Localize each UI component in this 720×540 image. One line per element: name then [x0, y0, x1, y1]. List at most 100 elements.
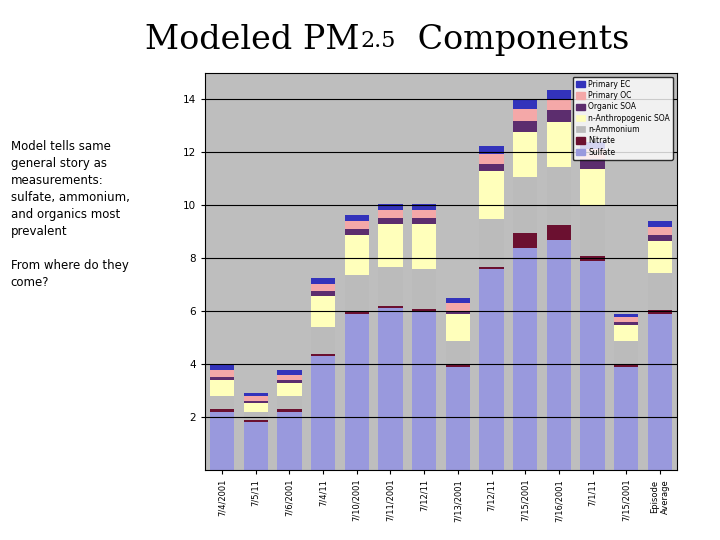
Bar [311, 284, 336, 291]
Text: Model tells same
general story as
measurements:
sulfate, ammonium,
and organics : Model tells same general story as measur… [11, 140, 130, 289]
Bar [480, 269, 504, 470]
Bar [546, 110, 571, 122]
Bar [345, 235, 369, 274]
Bar [277, 370, 302, 375]
Bar [345, 312, 369, 314]
Bar [513, 120, 537, 132]
Bar [513, 233, 537, 247]
Bar [446, 298, 470, 303]
Bar [311, 291, 336, 296]
Bar [243, 412, 268, 420]
Bar [648, 235, 672, 241]
Bar [243, 401, 268, 403]
Bar [446, 341, 470, 364]
Bar [378, 218, 402, 224]
Bar [311, 356, 336, 470]
Bar [210, 377, 234, 380]
Bar [513, 247, 537, 470]
Bar [546, 167, 571, 225]
Text: Modeled PM: Modeled PM [145, 24, 360, 56]
Bar [311, 296, 336, 327]
Bar [513, 100, 537, 109]
Bar [210, 370, 234, 377]
Bar [480, 164, 504, 171]
Bar [480, 219, 504, 267]
Bar [546, 99, 571, 110]
Bar [446, 314, 470, 341]
Bar [580, 150, 605, 159]
Bar [614, 322, 639, 325]
Bar [378, 306, 402, 308]
Bar [311, 327, 336, 354]
Bar [210, 396, 234, 409]
Bar [446, 364, 470, 367]
Bar [345, 229, 369, 235]
Bar [546, 225, 571, 240]
Bar [243, 403, 268, 412]
Bar [580, 261, 605, 470]
Bar [480, 171, 504, 219]
Bar [412, 309, 436, 311]
Bar [614, 325, 639, 341]
Bar [277, 396, 302, 409]
Bar [412, 269, 436, 309]
Bar [311, 354, 336, 356]
Bar [210, 409, 234, 411]
Bar [446, 367, 470, 470]
Bar [580, 206, 605, 256]
Bar [277, 411, 302, 470]
Bar [412, 218, 436, 224]
Bar [378, 224, 402, 267]
Bar [648, 310, 672, 314]
Bar [648, 314, 672, 470]
Text: Components: Components [407, 24, 629, 56]
Bar [277, 380, 302, 383]
Bar [243, 420, 268, 422]
Bar [648, 241, 672, 273]
Bar [614, 341, 639, 364]
Bar [480, 267, 504, 269]
Bar [614, 318, 639, 322]
Bar [378, 210, 402, 218]
Bar [243, 393, 268, 396]
Bar [580, 159, 605, 168]
Bar [480, 154, 504, 164]
Bar [513, 132, 537, 178]
Bar [546, 90, 571, 99]
Text: 2.5: 2.5 [360, 30, 395, 52]
Bar [446, 303, 470, 310]
Bar [243, 422, 268, 470]
Bar [345, 220, 369, 229]
Bar [580, 142, 605, 150]
Bar [513, 109, 537, 120]
Bar [546, 240, 571, 470]
Legend: Primary EC, Primary OC, Organic SOA, n-Anthropogenic SOA, n-Ammonium, Nitrate, S: Primary EC, Primary OC, Organic SOA, n-A… [573, 77, 673, 160]
Bar [210, 380, 234, 396]
Bar [546, 122, 571, 167]
Bar [614, 364, 639, 367]
Bar [480, 146, 504, 154]
Bar [648, 227, 672, 235]
Bar [277, 383, 302, 396]
Bar [580, 256, 605, 261]
Bar [345, 274, 369, 312]
Bar [614, 367, 639, 470]
Bar [648, 221, 672, 227]
Bar [513, 178, 537, 233]
Bar [648, 273, 672, 310]
Bar [412, 204, 436, 210]
Bar [277, 409, 302, 411]
Bar [614, 314, 639, 318]
Bar [277, 375, 302, 380]
Bar [210, 411, 234, 470]
Bar [345, 215, 369, 220]
Bar [378, 308, 402, 470]
Bar [345, 314, 369, 470]
Bar [412, 311, 436, 470]
Bar [378, 267, 402, 306]
Bar [412, 210, 436, 218]
Bar [412, 224, 436, 269]
Bar [378, 204, 402, 210]
Bar [580, 168, 605, 206]
Bar [210, 365, 234, 370]
